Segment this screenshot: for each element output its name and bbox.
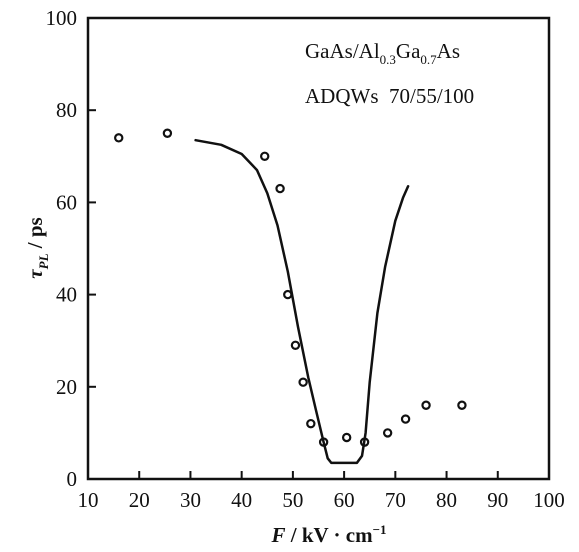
data-point [457, 400, 467, 410]
data-point [306, 418, 316, 429]
data-point [400, 414, 411, 424]
x-tick-label: 90 [487, 488, 508, 512]
plot-frame [86, 16, 551, 481]
data-point [382, 428, 393, 438]
axis-tick-labels: 10 20 30 40 50 60 70 80 90 100 0 20 40 60 80 100 [46, 6, 565, 512]
data-point [162, 128, 173, 138]
axis-ticks [87, 17, 550, 480]
data-point [318, 437, 329, 447]
fit-curve [194, 138, 410, 465]
data-point [359, 437, 370, 447]
x-tick-label: 100 [533, 488, 565, 512]
y-tick-label: 80 [56, 98, 77, 122]
y-tick-label: 40 [56, 283, 77, 307]
data-point [260, 151, 270, 161]
data-point [341, 432, 352, 443]
x-tick-label: 60 [334, 488, 355, 512]
x-axis-title: F / kV · cm−1 [270, 522, 386, 547]
data-point [275, 183, 285, 194]
x-tick-label: 40 [231, 488, 252, 512]
fit-curve-layer [194, 138, 410, 465]
y-tick-label: 0 [67, 467, 78, 491]
x-tick-label: 20 [129, 488, 150, 512]
y-tick-label: 20 [56, 375, 77, 399]
data-point [290, 340, 301, 351]
y-tick-label: 100 [46, 6, 78, 30]
x-tick-label: 50 [282, 488, 303, 512]
annotation-structure: ADQWs 70/55/100 [305, 84, 474, 108]
data-point [421, 400, 431, 410]
y-axis-title: τPL / ps [23, 217, 51, 278]
data-point [298, 377, 308, 387]
data-points-layer [114, 128, 467, 447]
y-tick-label: 60 [56, 190, 77, 214]
data-point [114, 133, 124, 143]
x-tick-label: 10 [78, 488, 99, 512]
data-point [283, 289, 293, 300]
x-tick-label: 30 [180, 488, 201, 512]
x-tick-label: 80 [436, 488, 457, 512]
annotation-material: GaAs/Al0.3Ga0.7As [305, 39, 460, 67]
x-tick-label: 70 [385, 488, 406, 512]
